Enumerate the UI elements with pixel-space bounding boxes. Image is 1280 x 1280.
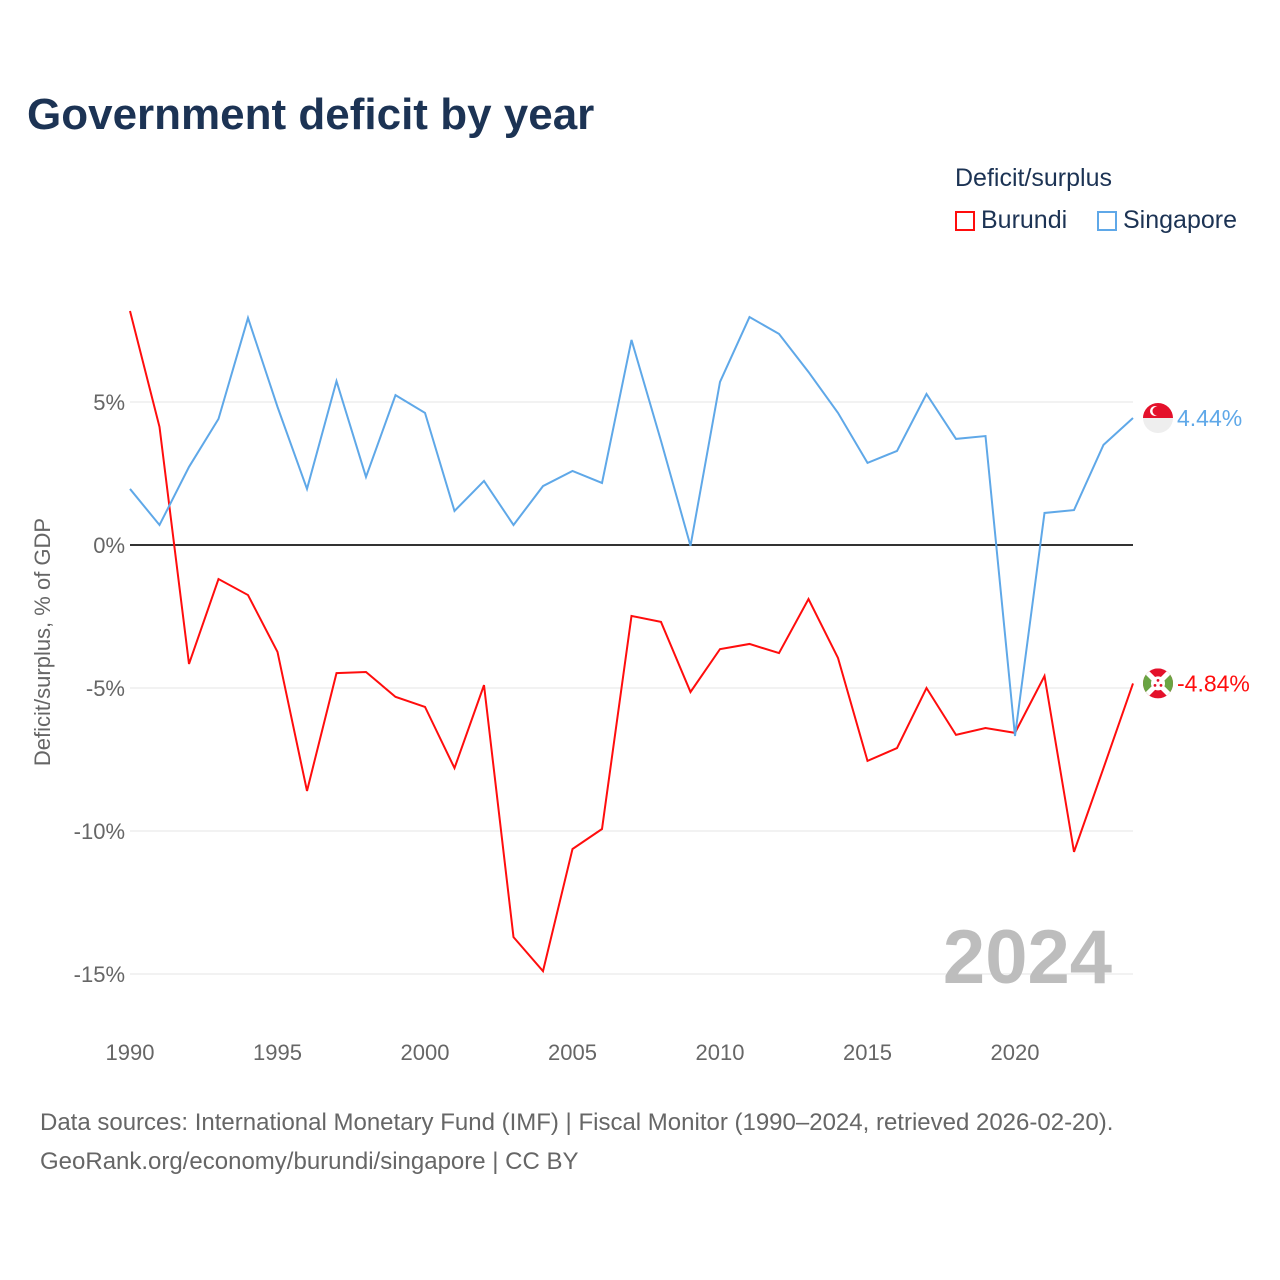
y-tick-label: -15%: [74, 962, 125, 987]
x-tick-label: 2020: [991, 1040, 1040, 1065]
end-value-label-singapore: 4.44%: [1177, 405, 1242, 431]
y-tick-label: 0%: [93, 533, 125, 558]
legend-item-burundi[interactable]: Burundi: [955, 206, 1067, 235]
legend-title: Deficit/surplus: [955, 164, 1112, 192]
y-tick-label: -5%: [86, 676, 125, 701]
y-tick-label: 5%: [93, 390, 125, 415]
y-tick-label: -10%: [74, 819, 125, 844]
footer-sources: Data sources: International Monetary Fun…: [40, 1109, 1114, 1136]
footer-link[interactable]: GeoRank.org/economy/burundi/singapore | …: [40, 1148, 579, 1175]
legend-swatch: [955, 210, 975, 231]
end-value-label-burundi: -4.84%: [1177, 670, 1250, 696]
x-tick-label: 2000: [401, 1040, 450, 1065]
legend-swatch: [1097, 210, 1117, 231]
y-axis-label: Deficit/surplus, % of GDP: [30, 518, 55, 766]
x-tick-label: 1990: [106, 1040, 155, 1065]
x-tick-label: 2005: [548, 1040, 597, 1065]
x-tick-label: 2015: [843, 1040, 892, 1065]
singapore-flag-icon: [1143, 403, 1173, 434]
series-line-singapore: [129, 314, 1134, 737]
chart-title: Government deficit by year: [27, 90, 595, 139]
x-tick-label: 1995: [253, 1040, 302, 1065]
x-tick-label: 2010: [696, 1040, 745, 1065]
legend-label: Singapore: [1123, 206, 1237, 234]
year-watermark: 2024: [943, 915, 1112, 1000]
legend-item-singapore[interactable]: Singapore: [1097, 206, 1237, 235]
burundi-flag-icon: [1143, 668, 1173, 699]
series-line-burundi: [129, 310, 1134, 974]
legend-label: Burundi: [981, 206, 1068, 234]
